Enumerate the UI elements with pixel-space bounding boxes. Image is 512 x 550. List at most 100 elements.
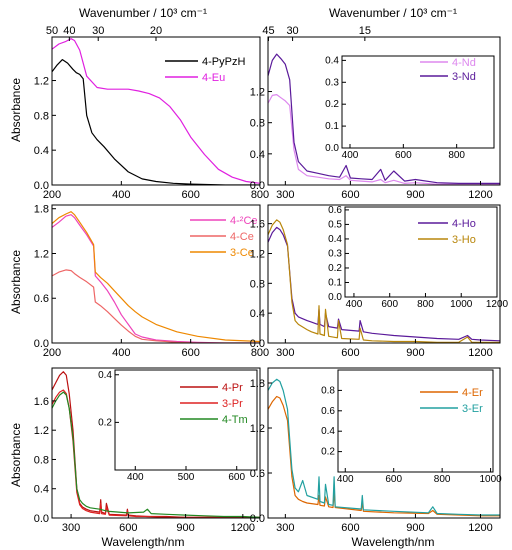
- inset-b-xtick-label: 600: [395, 150, 412, 161]
- panel-b-top-tick-label: 45: [262, 25, 274, 37]
- legend-c: 4-²Ce 4-Ce 3-Ce: [190, 215, 258, 259]
- series-line-b-3-Nd: [268, 53, 500, 184]
- inset-f-frame: [337, 369, 494, 473]
- panel-e-ytick-label: 1.2: [34, 425, 49, 437]
- legend-b: 4-Nd 3-Nd: [420, 57, 476, 83]
- legend-e: 4-Pr 3-Pr 4-Tm: [180, 382, 248, 426]
- legend-label-a: 4-PyPzH: [202, 56, 245, 68]
- series-line-c-4-Ce: [52, 269, 260, 343]
- panel-c-ytick-label: 1.8: [34, 204, 49, 216]
- panel-e-ytick-label: 0.0: [34, 513, 49, 525]
- panel-b-ytick-label: 0.4: [250, 149, 265, 161]
- inset-b-ytick-label: 0.1: [325, 121, 339, 132]
- panel-c-xtick-label: 800: [251, 347, 269, 359]
- inset-d-ytick-label: 0.5: [328, 219, 342, 230]
- legend-label-d: 4-Ho: [452, 218, 476, 230]
- panel-a-xtick-label: 200: [43, 189, 61, 201]
- panel-f-ytick-label: 0.0: [250, 513, 265, 525]
- panel-a-ytick-label: 1.2: [34, 76, 49, 88]
- inset-d-ytick-label: 0.6: [328, 205, 342, 216]
- panel-b-top-tick-label: 15: [359, 25, 371, 37]
- inset-f-ytick-label: 0.2: [321, 447, 335, 458]
- inset-d-ytick-label: 0.3: [328, 248, 342, 259]
- inset-f-xtick-label: 1000: [479, 474, 502, 485]
- top-axis-label-left: Wavenumber / 10³ cm⁻¹: [79, 6, 207, 20]
- inset-d-ytick-label: 0.4: [328, 234, 342, 245]
- panel-b-xtick-label: 300: [276, 189, 294, 201]
- panel-d-frame: [267, 204, 501, 344]
- inset-b-axes: 400 600 800 0.0 0.1 0.2 0.3 0.4: [325, 55, 495, 161]
- panel-a-top-tick-label: 20: [150, 25, 162, 37]
- panel-b: 300 600 900 1200 0.0 0.4 0.8 1.2 45 30 15 400 600 800…: [250, 25, 501, 201]
- series-line-c-3-Ce: [52, 211, 260, 343]
- panel-f-xtick-label: 300: [276, 522, 294, 534]
- panel-d-ytick-label: 1.6: [250, 219, 265, 231]
- panel-f-xtick-label: 1200: [468, 522, 492, 534]
- inset-f-ytick-label: 0.8: [321, 385, 335, 396]
- legend-label-d: 3-Ho: [452, 234, 476, 246]
- y-axis-label-a: Absorbance: [9, 78, 23, 142]
- panel-f-ytick-label: 1.8: [250, 378, 265, 390]
- panel-e-ytick-label: 0.8: [34, 454, 49, 466]
- panel-b-ytick-label: 1.2: [250, 87, 265, 99]
- panel-c-ytick-label: 0.6: [34, 293, 49, 305]
- inset-e-xtick-label: 500: [178, 472, 195, 483]
- panel-b-xtick-label: 600: [341, 189, 359, 201]
- series-line-f-3-Er: [268, 378, 500, 516]
- legend-label-b: 3-Nd: [452, 71, 476, 83]
- inset-d-xtick-label: 400: [346, 299, 363, 310]
- panel-c-xtick-label: 200: [43, 347, 61, 359]
- panel-d-xtick-label: 900: [406, 347, 424, 359]
- panel-a-top-tick-label: 30: [92, 25, 104, 37]
- inset-b-ytick-label: 0.0: [325, 143, 339, 154]
- panel-e-xtick-label: 1200: [231, 522, 255, 534]
- legend-label-c: 4-²Ce: [230, 215, 258, 227]
- panel-d-axes: 300 600 900 1200 0.0 0.4 0.8 1.2 1.6: [250, 204, 501, 359]
- series-group-a: [52, 38, 260, 185]
- inset-d-ytick-label: 0.0: [328, 292, 342, 303]
- series-group-f: [268, 378, 500, 517]
- panel-e-axes: 300 600 900 1200 0.0 0.4 0.8 1.2 1.6: [34, 367, 261, 534]
- panel-f-frame: [267, 367, 501, 519]
- panel-b-xtick-label: 1200: [468, 189, 492, 201]
- panel-c-frame: [51, 204, 261, 344]
- inset-b-ytick-label: 0.2: [325, 99, 339, 110]
- panel-a-ytick-label: 0.4: [34, 145, 49, 157]
- panel-a-top-tick-label: 50: [46, 25, 58, 37]
- panel-d-xtick-label: 600: [341, 347, 359, 359]
- top-axis-label-right: Wavenumber / 10³ cm⁻¹: [329, 6, 457, 20]
- panel-a-xtick-label: 400: [112, 189, 130, 201]
- inset-d-ytick-label: 0.2: [328, 263, 342, 274]
- series-group-c: [52, 211, 260, 343]
- inset-e-ytick-label: 0.2: [98, 417, 112, 428]
- panel-e: 300 600 900 1200 0.0 0.4 0.8 1.2 1.6 400 500 600 0.2…: [34, 367, 261, 534]
- inset-d-xtick-label: 800: [417, 299, 434, 310]
- panel-d-xtick-label: 1200: [468, 347, 492, 359]
- panel-d: 300 600 900 1200 0.0 0.4 0.8 1.2 1.6 400 600 800 100…: [250, 204, 509, 359]
- inset-e-ytick-label: 0.4: [98, 370, 112, 381]
- legend-label-e: 4-Tm: [222, 414, 248, 426]
- inset-e-xtick-label: 400: [127, 472, 144, 483]
- panel-a-ytick-label: 0.0: [34, 180, 49, 192]
- panel-b-ytick-label: 0.8: [250, 118, 265, 130]
- inset-d: 400 600 800 1000 1200 0.0 0.1 0.2 0.3 0.4 0.5 0.6: [328, 205, 508, 310]
- series-line-a-4-PyPzH: [52, 59, 260, 185]
- inset-b-frame: [341, 55, 495, 149]
- panel-f-xtick-label: 900: [406, 522, 424, 534]
- bottom-axis-label-left: Wavelength/nm: [102, 535, 185, 549]
- panel-e-xtick-label: 900: [176, 522, 194, 534]
- inset-f-xtick-label: 400: [337, 474, 354, 485]
- series-line-d-3-Ho: [268, 219, 500, 343]
- panel-f-axes: 300 600 900 1200 0.0 0.6 1.2 1.8: [250, 367, 501, 534]
- panel-f-ytick-label: 1.2: [250, 423, 265, 435]
- panel-c-ytick-label: 1.2: [34, 248, 49, 260]
- inset-f-ytick-label: 0.6: [321, 406, 335, 417]
- panel-d-ytick-label: 0.4: [250, 308, 265, 320]
- panel-c-xtick-label: 400: [112, 347, 130, 359]
- inset-b-ytick-label: 0.4: [325, 55, 339, 66]
- panel-f-ytick-label: 0.6: [250, 468, 265, 480]
- inset-b-xtick-label: 400: [342, 150, 359, 161]
